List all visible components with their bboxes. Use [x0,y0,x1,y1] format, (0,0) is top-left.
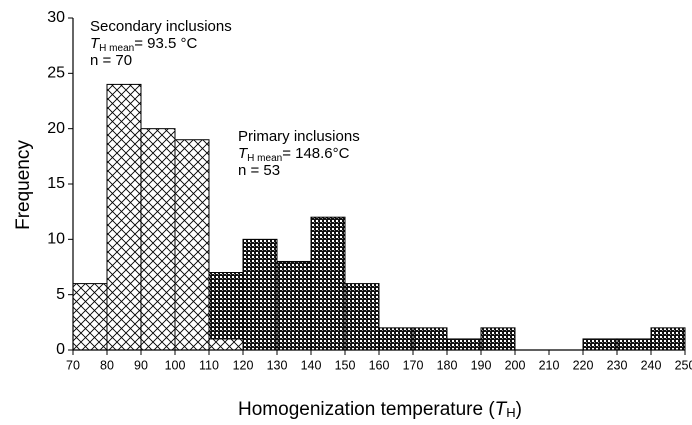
x-tick-label: 90 [134,358,148,372]
x-tick-label: 230 [607,358,628,372]
x-tick-label: 130 [267,358,288,372]
bar [276,260,312,351]
x-tick-label: 160 [369,358,390,372]
x-tick-label: 180 [437,358,458,372]
bar [72,283,108,351]
annotation-n: n = 70 [90,52,132,69]
annotation-mean: TH mean= 148.6°C [238,145,350,164]
annotation-title: Secondary inclusions [90,18,232,35]
x-tick-label: 190 [471,358,492,372]
bar [140,128,176,351]
x-tick-label: 80 [100,358,114,372]
x-tick-label: 170 [403,358,424,372]
bar [208,272,244,340]
bar [242,238,278,351]
x-tick-label: 240 [641,358,662,372]
bar [650,327,686,351]
y-axis-label: Frequency [13,140,34,230]
y-tick-label: 15 [47,175,65,192]
bar [344,283,380,351]
x-tick-label: 110 [199,358,219,372]
mean-sub: H mean [247,153,282,164]
mean-symbol: T [90,35,101,52]
y-tick-label: 25 [47,65,65,82]
bar [208,338,244,351]
bar [378,327,414,351]
bar [412,327,448,351]
bar [310,216,346,351]
bar [480,327,516,351]
x-tick-label: 250 [675,358,692,372]
annotation-n: n = 53 [238,162,280,179]
x-axis-label: Homogenization temperature (TH) [238,399,522,420]
x-label-symbol: T [495,399,508,420]
y-tick-label: 5 [56,286,65,303]
bar [174,139,210,351]
x-tick-label: 120 [233,358,254,372]
mean-value: = 93.5 °C [134,35,197,52]
bar [446,338,482,351]
x-label-close: ) [516,399,522,420]
x-tick-label: 140 [301,358,322,372]
x-tick-label: 210 [539,358,560,372]
y-tick-label: 30 [47,9,65,26]
bar [582,338,618,351]
x-tick-label: 100 [165,358,186,372]
y-tick-label: 10 [47,231,65,248]
x-tick-label: 200 [505,358,526,372]
y-tick-label: 20 [47,120,65,137]
annotation-title: Primary inclusions [238,128,360,145]
y-tick-label: 0 [56,341,65,358]
annotation-mean: TH mean= 93.5 °C [90,35,197,54]
x-tick-label: 150 [335,358,356,372]
x-label-sub: H [506,405,515,420]
mean-symbol: T [238,145,249,162]
mean-value: = 148.6°C [282,145,349,162]
x-tick-label: 70 [66,358,80,372]
x-tick-label: 220 [573,358,594,372]
x-label-text: Homogenization temperature ( [238,399,495,420]
bar [616,338,652,351]
bar [106,83,142,351]
mean-sub: H mean [99,43,134,54]
